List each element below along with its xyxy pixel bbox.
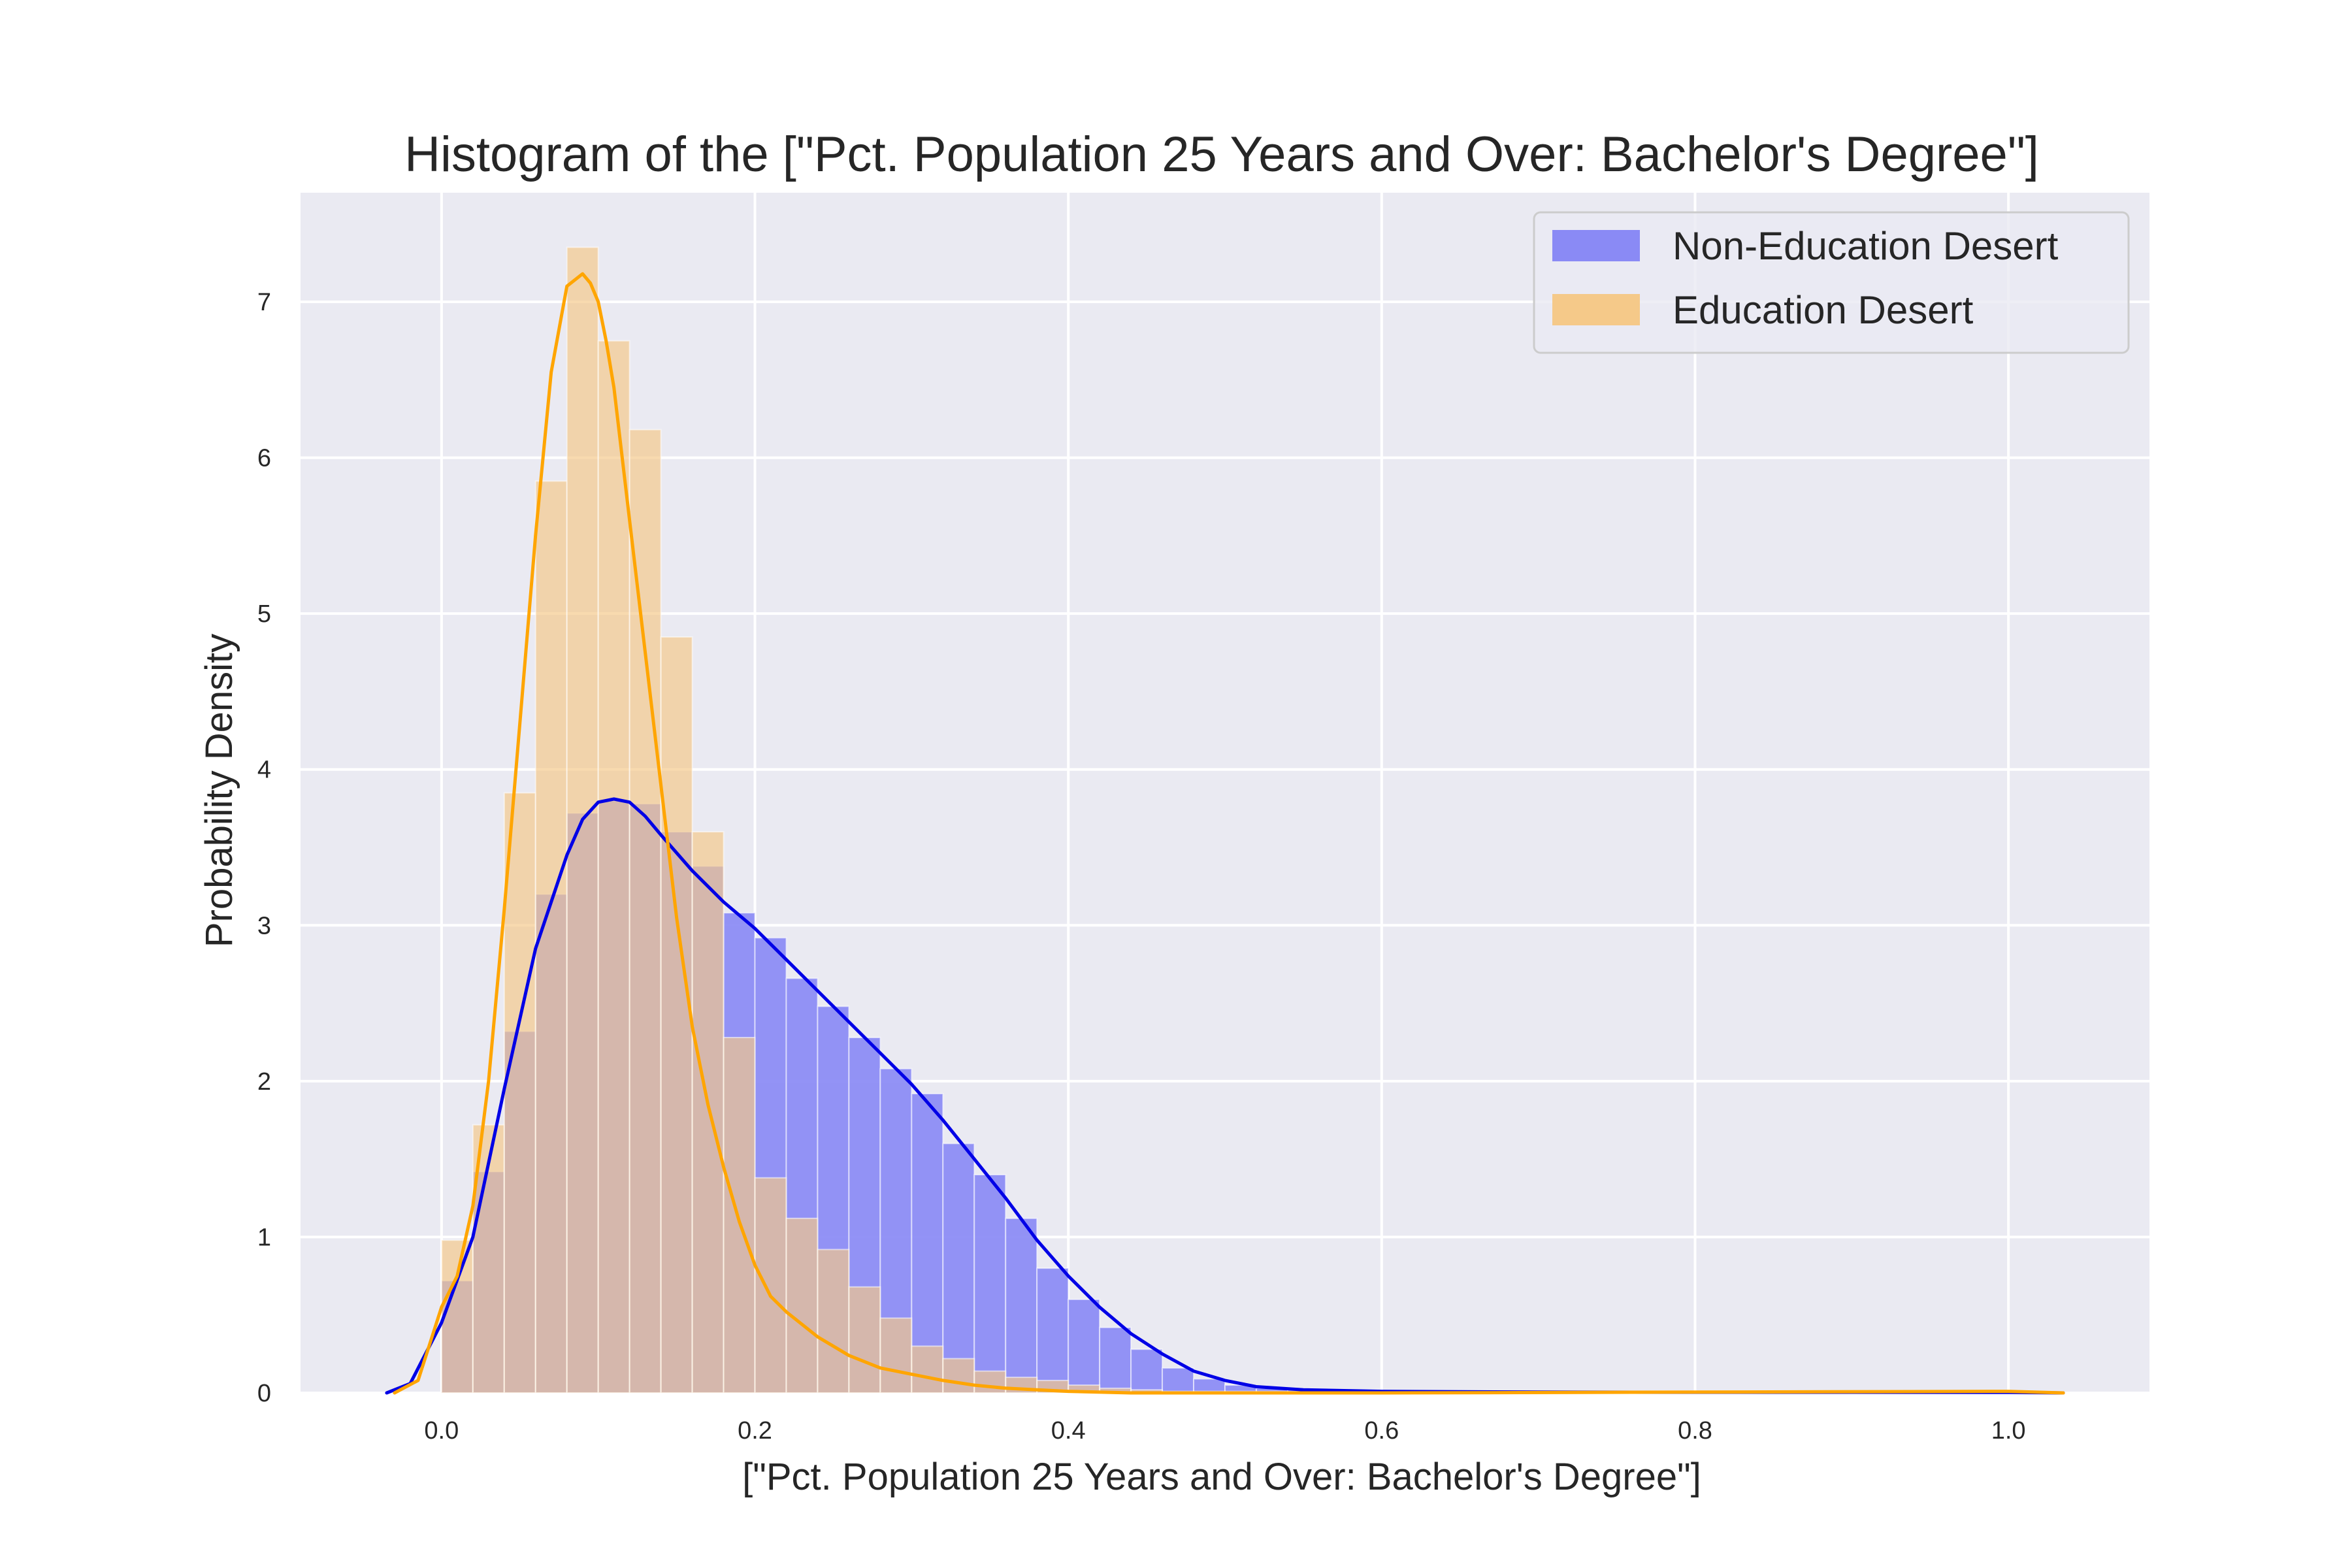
bar-education-desert: [597, 340, 630, 1394]
bar-education-desert: [629, 429, 662, 1394]
bar-non-education-desert: [911, 1092, 944, 1394]
y-tick-label: 3: [257, 912, 271, 939]
bar-education-desert: [942, 1358, 975, 1394]
y-tick-label: 6: [257, 445, 271, 472]
legend-label-non-education-desert: Non-Education Desert: [1673, 224, 2059, 268]
x-tick-label: 0.2: [738, 1417, 772, 1445]
y-tick-label: 5: [257, 600, 271, 628]
kde-line-non-education-desert: [385, 797, 2065, 1395]
bar-non-education-desert: [1099, 1326, 1132, 1394]
bar-non-education-desert: [1005, 1217, 1038, 1394]
legend-frame: [1533, 211, 2130, 354]
legend-label-education-desert: Education Desert: [1673, 288, 1974, 332]
legend-swatch-education-desert: [1552, 294, 1640, 325]
x-tick-label: 0.6: [1364, 1417, 1399, 1445]
bar-non-education-desert: [973, 1174, 1007, 1394]
bar-education-desert: [848, 1286, 881, 1394]
kde-line-education-desert: [393, 272, 2065, 1395]
bar-education-desert: [440, 1239, 474, 1394]
y-tick-label: 1: [257, 1224, 271, 1251]
bar-non-education-desert: [942, 1143, 975, 1394]
x-tick-label: 0.8: [1678, 1417, 1712, 1445]
y-tick-label: 4: [257, 757, 271, 784]
bar-education-desert: [879, 1317, 913, 1394]
bar-education-desert: [785, 1217, 819, 1394]
bar-education-desert: [503, 792, 536, 1394]
chart-title: Histogram of the ["Pct. Population 25 Ye…: [404, 127, 2039, 182]
y-tick-label: 2: [257, 1068, 271, 1096]
bar-non-education-desert: [1130, 1348, 1164, 1394]
bar-education-desert: [817, 1249, 850, 1394]
bar-non-education-desert: [1162, 1367, 1195, 1394]
y-tick-label: 0: [257, 1380, 271, 1407]
bar-education-desert: [911, 1345, 944, 1394]
y-axis-label: Probability Density: [198, 634, 240, 947]
bar-non-education-desert: [1036, 1267, 1070, 1394]
kde-curves: [385, 272, 2065, 1395]
x-tick-label: 0.0: [424, 1417, 459, 1445]
histogram-bars: [440, 246, 1320, 1394]
bar-education-desert: [973, 1370, 1007, 1394]
bar-education-desert: [754, 1177, 787, 1394]
legend-swatch-non-education-desert: [1552, 230, 1640, 261]
bar-education-desert: [723, 1037, 756, 1394]
bar-non-education-desert: [1068, 1298, 1101, 1394]
x-axis-label: ["Pct. Population 25 Years and Over: Bac…: [742, 1456, 1701, 1498]
bar-education-desert: [691, 831, 725, 1394]
tick-labels: 0.0 0.2 0.4 0.6 0.8 1.0 0 1 2 3 4 5 6 7: [257, 289, 2026, 1445]
y-tick-label: 7: [257, 289, 271, 316]
x-tick-label: 1.0: [1991, 1417, 2026, 1445]
x-tick-label: 0.4: [1051, 1417, 1086, 1445]
bar-education-desert: [660, 636, 693, 1394]
legend: Non-Education Desert Education Desert: [1533, 211, 2130, 354]
